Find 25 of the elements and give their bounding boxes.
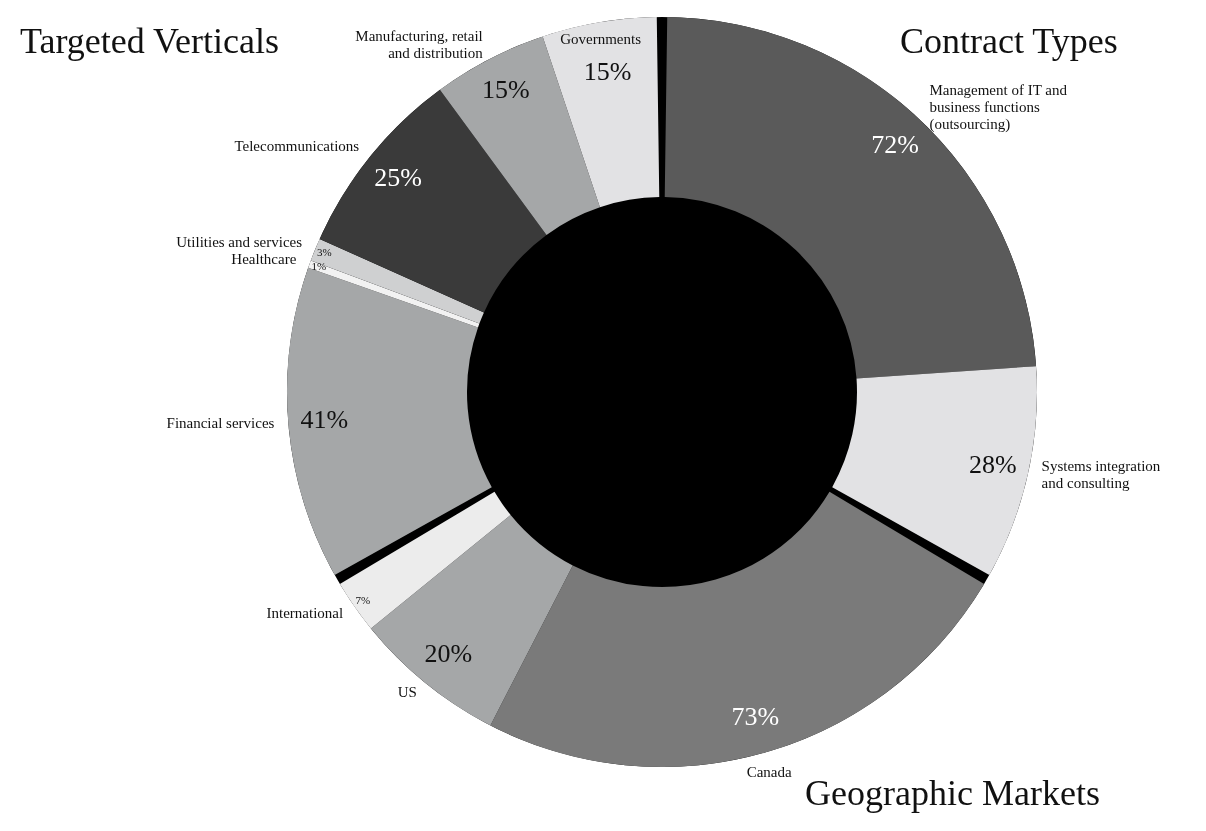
data-label: 20% <box>424 639 473 669</box>
data-label: 25% <box>374 163 422 193</box>
slice-label: Governments <box>560 30 642 47</box>
data-label: 41% <box>300 404 349 434</box>
chart-title: Targeted Verticals <box>20 20 280 62</box>
data-label: 1% <box>311 260 327 273</box>
slice-label: International <box>266 604 344 621</box>
slice-label: Canada <box>746 764 792 781</box>
slice-label: Healthcare <box>231 251 297 268</box>
slice-label: Management of IT and business functions (outsourcing) <box>929 82 1068 134</box>
slice-label: Telecommunications <box>234 137 360 154</box>
data-label: 3% <box>316 246 332 259</box>
slice-label: Financial services <box>166 415 275 432</box>
slice-label: Systems integration and consulting <box>1041 458 1161 492</box>
data-label: 73% <box>731 701 780 731</box>
slice-label: US <box>397 683 417 700</box>
data-label: 15% <box>481 74 530 104</box>
data-label: 72% <box>871 129 919 159</box>
slice-label: Manufacturing, retail and distribution <box>355 28 484 62</box>
text: Geographic Markets <box>805 772 1100 814</box>
data-label: 28% <box>968 449 1017 479</box>
slice-label: Utilities and services <box>176 234 303 251</box>
chart-title: Contract Types <box>900 20 1118 62</box>
data-label: 7% <box>355 593 371 606</box>
data-label: 15% <box>583 57 632 87</box>
